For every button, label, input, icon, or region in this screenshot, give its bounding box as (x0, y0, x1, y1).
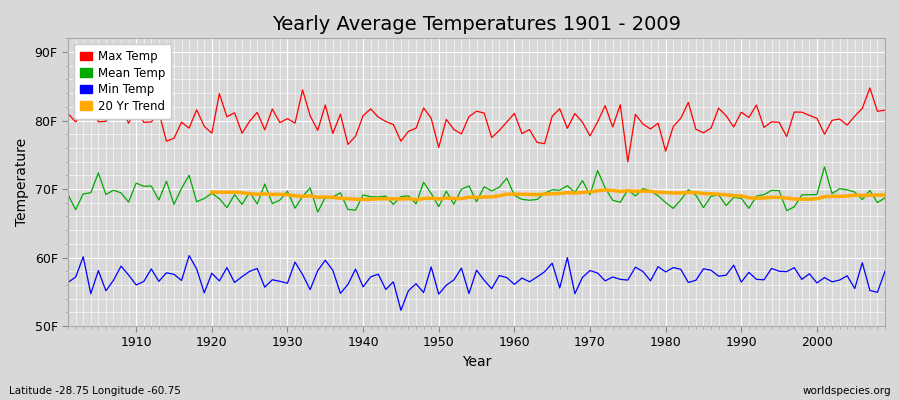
Min Temp (63, 280, 74, 285)
Title: Yearly Average Temperatures 1901 - 2009: Yearly Average Temperatures 1901 - 2009 (272, 15, 681, 34)
Text: worldspecies.org: worldspecies.org (803, 386, 891, 396)
Line: Mean Temp: Mean Temp (68, 167, 885, 212)
20 Yr Trend (781, 196, 792, 200)
Max Temp (63, 111, 74, 116)
Mean Temp (509, 193, 520, 198)
Mean Temp (819, 164, 830, 169)
20 Yr Trend (410, 197, 421, 202)
Min Temp (879, 269, 890, 274)
X-axis label: Year: Year (462, 355, 491, 369)
Min Temp (524, 279, 535, 284)
Max Temp (623, 159, 634, 164)
Line: 20 Yr Trend: 20 Yr Trend (212, 190, 885, 200)
Max Temp (509, 111, 520, 116)
Legend: Max Temp, Mean Temp, Min Temp, 20 Yr Trend: Max Temp, Mean Temp, Min Temp, 20 Yr Tre… (74, 44, 171, 119)
Max Temp (599, 103, 610, 108)
Max Temp (290, 121, 301, 126)
Mean Temp (343, 207, 354, 212)
Mean Temp (608, 198, 618, 203)
Line: Min Temp: Min Temp (68, 256, 885, 310)
Min Temp (184, 253, 194, 258)
Mean Temp (517, 197, 527, 202)
Text: Latitude -28.75 Longitude -60.75: Latitude -28.75 Longitude -60.75 (9, 386, 181, 396)
Min Temp (395, 308, 406, 313)
20 Yr Trend (599, 188, 610, 192)
Max Temp (123, 121, 134, 126)
Min Temp (517, 276, 527, 280)
20 Yr Trend (418, 196, 429, 201)
20 Yr Trend (865, 193, 876, 198)
20 Yr Trend (206, 190, 217, 194)
Max Temp (865, 86, 876, 90)
Max Temp (879, 108, 890, 112)
20 Yr Trend (796, 197, 807, 202)
20 Yr Trend (690, 190, 701, 195)
Mean Temp (312, 210, 323, 214)
Line: Max Temp: Max Temp (68, 88, 885, 162)
Min Temp (615, 277, 626, 282)
Mean Temp (63, 192, 74, 197)
20 Yr Trend (879, 193, 890, 198)
Mean Temp (123, 200, 134, 204)
Min Temp (297, 272, 308, 277)
Min Temp (123, 273, 134, 278)
20 Yr Trend (297, 194, 308, 199)
Min Temp (343, 282, 354, 287)
Max Temp (335, 112, 346, 117)
Mean Temp (879, 196, 890, 200)
Max Temp (501, 120, 512, 124)
Y-axis label: Temperature: Temperature (15, 138, 29, 226)
Mean Temp (290, 206, 301, 211)
